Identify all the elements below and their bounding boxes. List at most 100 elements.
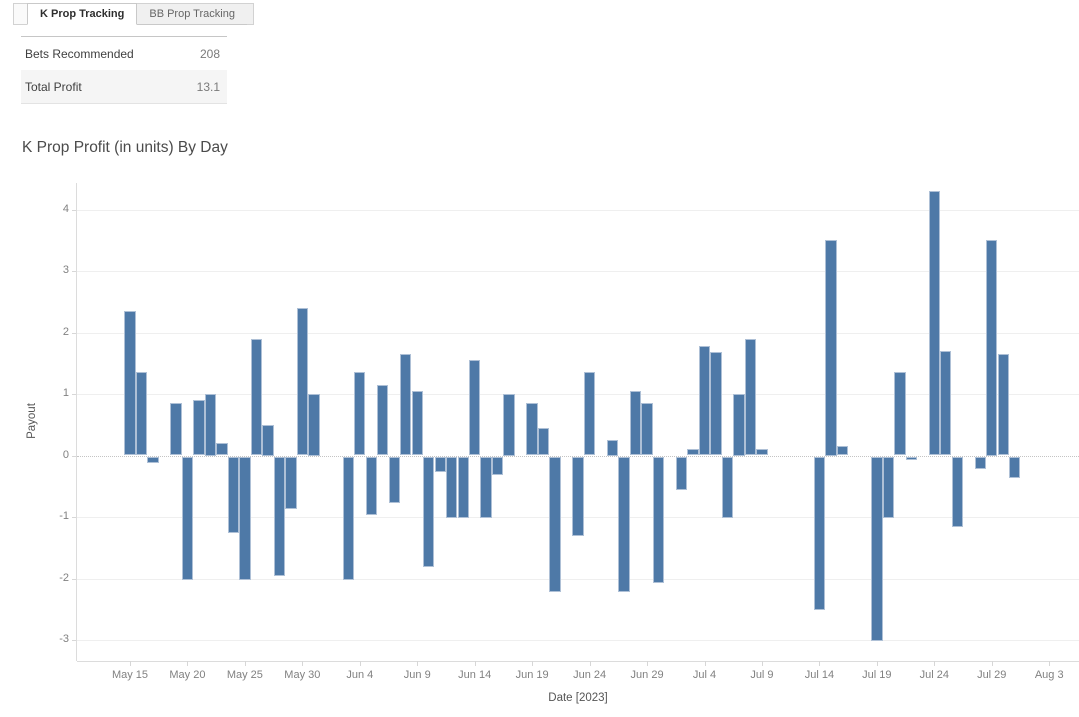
payout-bar[interactable] <box>641 403 653 456</box>
gridline <box>77 271 1079 272</box>
payout-bar[interactable] <box>296 307 309 456</box>
payout-bar[interactable] <box>124 310 136 456</box>
row-value: 13.1 <box>196 79 220 94</box>
payout-bar[interactable] <box>951 456 963 528</box>
payout-bar[interactable] <box>871 456 883 641</box>
payout-bar[interactable] <box>721 456 734 518</box>
gridline <box>77 394 1079 395</box>
x-axis-tick <box>934 661 936 666</box>
summary-table: Bets Recommended 208 Total Profit 13.1 <box>21 36 227 104</box>
payout-bar[interactable] <box>537 427 550 456</box>
x-tick-label: Jun 24 <box>573 669 607 681</box>
payout-bar[interactable] <box>629 390 642 456</box>
payout-bar[interactable] <box>652 456 665 583</box>
payout-bar[interactable] <box>606 440 619 456</box>
x-tick-label: Aug 3 <box>1034 669 1064 681</box>
payout-bar[interactable] <box>285 456 297 509</box>
x-axis-tick <box>302 661 304 666</box>
payout-bar[interactable] <box>1009 456 1021 479</box>
x-axis-tick <box>244 661 246 666</box>
payout-bar[interactable] <box>181 456 194 580</box>
payout-bar[interactable] <box>813 456 826 611</box>
payout-bar[interactable] <box>469 360 481 456</box>
y-tick-label: -1 <box>59 510 69 522</box>
payout-bar[interactable] <box>193 400 205 456</box>
x-tick-label: Jul 24 <box>919 669 949 681</box>
payout-bar[interactable] <box>836 446 849 456</box>
x-tick-label: May 15 <box>111 669 149 681</box>
payout-bar[interactable] <box>928 191 940 456</box>
x-tick-label: May 20 <box>169 669 206 681</box>
x-axis-title: Date [2023] <box>548 692 608 704</box>
payout-bar[interactable] <box>549 456 561 592</box>
payout-bar[interactable] <box>411 390 423 456</box>
payout-bar[interactable] <box>135 372 148 456</box>
tab-stub[interactable] <box>13 3 27 25</box>
y-axis-tick <box>72 394 76 395</box>
payout-bar[interactable] <box>583 372 596 456</box>
payout-bar[interactable] <box>342 456 354 580</box>
payout-bar[interactable] <box>572 456 584 537</box>
sheet-tab-bar: K Prop Tracking BB Prop Tracking <box>13 3 254 25</box>
chart-title: K Prop Profit (in units) By Day <box>22 139 228 156</box>
payout-bar[interactable] <box>491 456 504 475</box>
tab-label: BB Prop Tracking <box>149 8 235 20</box>
payout-bar[interactable] <box>480 456 492 518</box>
tab-label: K Prop Tracking <box>40 8 125 20</box>
x-tick-label: May 30 <box>284 669 321 681</box>
payout-bar[interactable] <box>388 456 400 503</box>
payout-bar[interactable] <box>400 354 412 456</box>
payout-bar[interactable] <box>273 456 286 577</box>
payout-bar[interactable] <box>170 403 182 456</box>
payout-bar[interactable] <box>744 338 757 456</box>
payout-bar[interactable] <box>986 240 998 456</box>
x-tick-label: Jun 19 <box>515 669 549 681</box>
payout-bar[interactable] <box>997 354 1009 456</box>
tab-k-prop-tracking[interactable]: K Prop Tracking <box>27 3 138 25</box>
payout-bar[interactable] <box>216 443 228 456</box>
tab-bb-prop-tracking[interactable]: BB Prop Tracking <box>137 3 247 25</box>
payout-bar[interactable] <box>905 456 917 460</box>
payout-bar[interactable] <box>377 384 389 456</box>
payout-bar[interactable] <box>733 394 745 456</box>
payout-bar[interactable] <box>147 456 159 463</box>
payout-bar[interactable] <box>618 456 630 592</box>
payout-bar[interactable] <box>675 456 688 491</box>
y-axis-line <box>76 183 77 661</box>
gridline <box>77 640 1079 641</box>
row-label: Total Profit <box>25 79 82 94</box>
x-axis-tick <box>1049 661 1051 666</box>
payout-bar[interactable] <box>526 403 538 456</box>
payout-bar[interactable] <box>710 352 722 456</box>
x-axis-tick <box>187 661 189 666</box>
payout-bar[interactable] <box>457 456 469 518</box>
payout-bar[interactable] <box>882 456 895 518</box>
payout-bar[interactable] <box>974 456 986 469</box>
payout-bar[interactable] <box>308 394 320 456</box>
payout-bar[interactable] <box>894 372 906 456</box>
payout-bar[interactable] <box>250 338 263 456</box>
payout-bar[interactable] <box>940 350 952 456</box>
payout-bar[interactable] <box>756 449 768 456</box>
x-axis-tick <box>876 661 878 666</box>
payout-bar[interactable] <box>262 424 274 456</box>
y-axis-tick <box>72 517 76 518</box>
x-tick-label: Jun 9 <box>403 669 431 681</box>
payout-bar[interactable] <box>446 456 458 518</box>
payout-bar[interactable] <box>503 394 515 456</box>
payout-bar[interactable] <box>434 456 446 472</box>
payout-bar[interactable] <box>825 240 837 456</box>
payout-bar[interactable] <box>227 456 240 534</box>
payout-bar[interactable] <box>354 372 366 456</box>
payout-bar[interactable] <box>204 394 217 456</box>
payout-bar[interactable] <box>423 456 435 568</box>
y-axis-tick <box>72 640 76 641</box>
table-row: Total Profit 13.1 <box>21 70 227 103</box>
payout-bar[interactable] <box>365 456 377 515</box>
y-axis-tick <box>72 332 76 334</box>
payout-bar[interactable] <box>687 449 699 456</box>
payout-bar[interactable] <box>698 346 711 456</box>
gridline <box>77 578 1079 580</box>
x-axis-tick <box>474 661 476 666</box>
payout-bar[interactable] <box>239 456 251 580</box>
